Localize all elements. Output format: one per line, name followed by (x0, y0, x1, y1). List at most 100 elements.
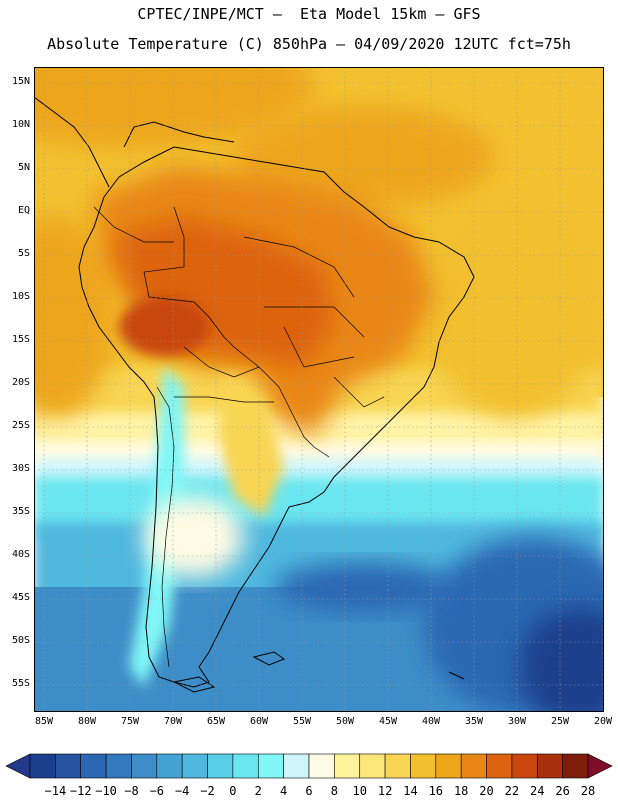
colorbar-segment (181, 753, 208, 779)
longitude-label: 35W (464, 716, 484, 727)
latitude-label: 40S (11, 549, 30, 560)
colorbar-label: 14 (403, 784, 418, 798)
border-bolivia-paraguay (183, 346, 260, 378)
latitude-label: 20S (11, 377, 30, 388)
temp-blob-cold-central (274, 562, 454, 612)
latitude-label: 45S (11, 592, 30, 603)
caribbean-coastline (123, 121, 235, 148)
colorbar-segment (232, 753, 259, 779)
border-brazil-south (278, 386, 330, 458)
colorbar (5, 753, 613, 779)
temp-blob-coldest-southeast (519, 607, 604, 712)
longitude-label: 30W (507, 716, 527, 727)
colorbar-label: 22 (504, 784, 520, 798)
coastlines (34, 96, 475, 693)
longitude-label: 70W (163, 716, 183, 727)
map-title-line-2: Absolute Temperature (C) 850hPa – 04/09/… (47, 35, 571, 53)
colorbar-under-arrow (5, 753, 31, 779)
longitude-label: 25W (550, 716, 570, 727)
border-brazil-west (143, 206, 280, 388)
map-frame (34, 67, 604, 712)
latitude-label: 5S (17, 248, 30, 259)
graticule (34, 67, 604, 712)
colorbar-segment (29, 753, 56, 779)
latitude-label: 55S (11, 678, 30, 689)
colorbar-label: −6 (149, 784, 165, 798)
country-borders (93, 206, 385, 668)
latitude-label: 15N (11, 76, 30, 87)
temp-blob-pacific-north (34, 217, 114, 417)
colorbar-segment (410, 753, 437, 779)
latitude-label: 25S (11, 420, 30, 431)
colorbar-segment (55, 753, 82, 779)
colorbar-segment (308, 753, 335, 779)
colorbar-label: −8 (124, 784, 139, 798)
latitude-label: 35S (11, 506, 30, 517)
temp-hot-andes (119, 297, 209, 357)
longitude-label: 65W (206, 716, 226, 727)
temperature-map (34, 67, 604, 712)
colorbar-label: 18 (453, 784, 469, 798)
tierra-del-fuego (172, 676, 216, 693)
colorbar-segment (131, 753, 158, 779)
latitude-label: EQ (17, 205, 30, 216)
colorbar-label: −12 (69, 784, 92, 798)
colorbar-segment (334, 753, 361, 779)
colorbar-segment (283, 753, 310, 779)
temp-blob-atlantic-east (424, 197, 604, 417)
colorbar-segment (384, 753, 411, 779)
colorbar-segment (435, 753, 462, 779)
colorbar-segment (511, 753, 538, 779)
longitude-label: 40W (421, 716, 441, 727)
colorbar-segment (257, 753, 284, 779)
colorbar-label: 12 (377, 784, 393, 798)
falklands (252, 651, 286, 666)
temp-warm-plume (219, 377, 284, 517)
latitude-label: 10S (11, 291, 30, 302)
colorbar-label: 24 (530, 784, 545, 798)
colorbar-segment (207, 753, 234, 779)
south-america-coastline (78, 146, 475, 688)
longitude-label: 20W (593, 716, 613, 727)
longitude-label: 50W (335, 716, 355, 727)
latitude-label: 5N (17, 162, 30, 173)
colorbar-label: 20 (479, 784, 494, 798)
colorbar-segment (105, 753, 132, 779)
central-america-coastline (34, 96, 110, 188)
colorbar-segment (536, 753, 563, 779)
colorbar-label: 2 (254, 784, 262, 798)
longitude-label: 85W (34, 716, 54, 727)
longitude-label: 60W (249, 716, 269, 727)
border-peru-colombia (93, 206, 174, 243)
colorbar-label: 28 (580, 784, 596, 798)
colorbar-over-arrow (587, 753, 613, 779)
latitude-label: 30S (11, 463, 30, 474)
temp-pale-patagonia (144, 497, 244, 577)
colorbar-label: 6 (305, 784, 313, 798)
border-argentina-north (174, 396, 274, 403)
colorbar-label: −14 (44, 784, 67, 798)
colorbar-label: 8 (330, 784, 338, 798)
latitude-label: 15S (11, 334, 30, 345)
colorbar-label: −10 (95, 784, 117, 798)
longitude-label: 80W (77, 716, 97, 727)
colorbar-label: 26 (555, 784, 570, 798)
colorbar-segment (359, 753, 386, 779)
temp-blob-atlantic-north (234, 107, 494, 207)
colorbar-label: −2 (200, 784, 215, 798)
temp-blob-caribbean (34, 67, 314, 147)
colorbar-segment (562, 753, 589, 779)
longitude-label: 45W (378, 716, 398, 727)
colorbar-label: 10 (352, 784, 367, 798)
colorbar-segment (460, 753, 487, 779)
longitude-label: 55W (292, 716, 312, 727)
colorbar-label: −4 (174, 784, 190, 798)
colorbar-segment (486, 753, 513, 779)
latitude-label: 50S (11, 635, 30, 646)
colorbar-label: 4 (280, 784, 288, 798)
colorbar-segment (80, 753, 107, 779)
south-georgia (448, 671, 465, 680)
border-brazil-states (243, 236, 385, 408)
latitude-label: 10N (11, 119, 30, 130)
colorbar-label: 16 (428, 784, 444, 798)
